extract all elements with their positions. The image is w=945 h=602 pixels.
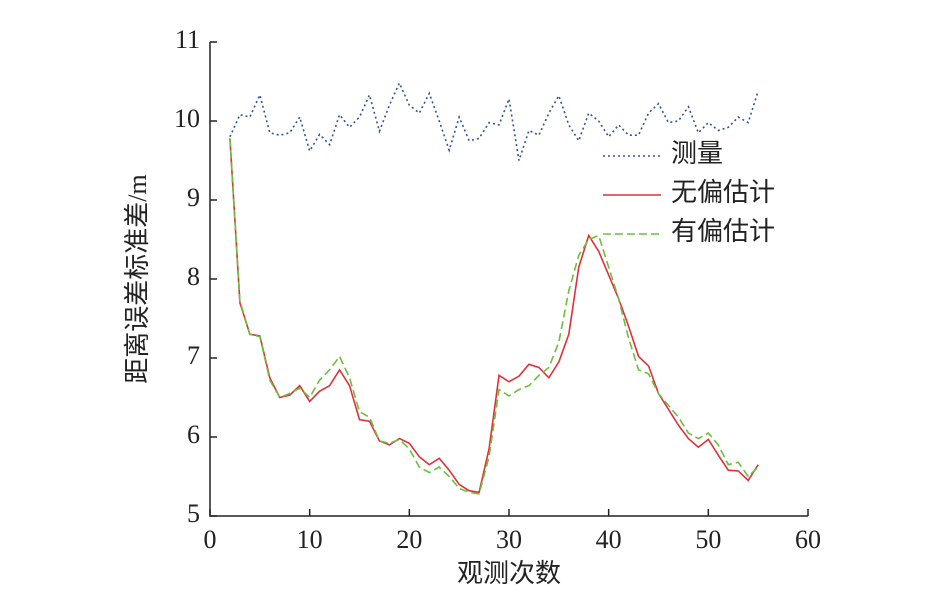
y-tick-label: 10 (174, 104, 200, 133)
x-tick-label: 30 (496, 525, 522, 554)
y-tick-label: 7 (187, 341, 200, 370)
series-line (229, 138, 759, 495)
x-tick-label: 60 (795, 525, 821, 554)
y-tick-label: 8 (187, 262, 200, 291)
y-tick-label: 6 (187, 420, 200, 449)
y-axis-label: 距离误差标准差/m (123, 174, 152, 383)
series-line (229, 138, 759, 494)
x-tick-label: 50 (695, 525, 721, 554)
series-line (229, 81, 759, 161)
y-tick-label: 9 (187, 183, 200, 212)
y-tick-label: 11 (175, 25, 200, 54)
y-tick-label: 5 (187, 499, 200, 528)
x-tick-label: 10 (297, 525, 323, 554)
legend-label: 有偏估计 (671, 217, 775, 246)
legend-label: 测量 (671, 139, 723, 168)
x-tick-label: 40 (596, 525, 622, 554)
legend-label: 无偏估计 (671, 178, 775, 207)
x-tick-label: 0 (204, 525, 217, 554)
x-axis-label: 观测次数 (457, 559, 561, 588)
x-tick-label: 20 (396, 525, 422, 554)
